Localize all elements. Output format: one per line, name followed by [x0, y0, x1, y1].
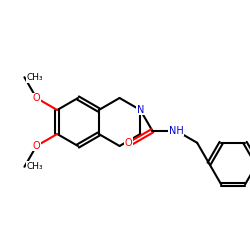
Text: N: N [137, 105, 144, 115]
Text: O: O [32, 93, 40, 103]
Text: O: O [32, 141, 40, 151]
Text: CH₃: CH₃ [26, 73, 43, 82]
Text: CH₃: CH₃ [26, 162, 43, 171]
Text: NH: NH [169, 126, 184, 136]
Text: O: O [125, 138, 132, 148]
